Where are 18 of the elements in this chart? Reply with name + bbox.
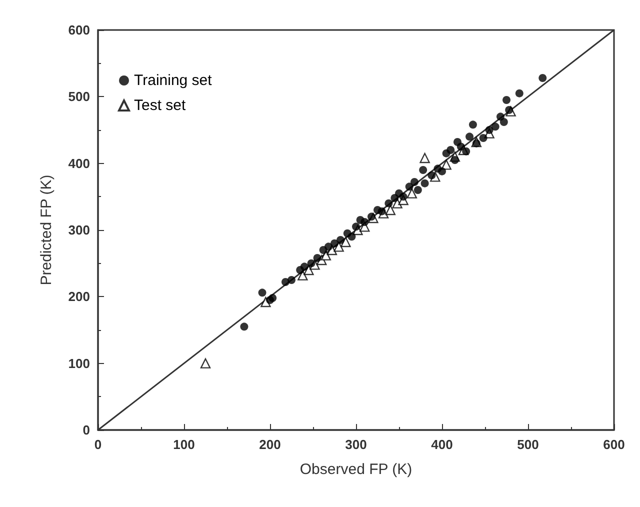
x-tick-label: 500	[517, 437, 539, 452]
y-tick-label: 600	[68, 22, 90, 38]
x-tick-label: 300	[345, 437, 367, 452]
x-tick-label: 200	[259, 437, 281, 452]
y-tick-label: 300	[68, 222, 90, 238]
legend-label: Training set	[134, 72, 213, 89]
y-tick-label: 100	[68, 356, 90, 371]
legend-label: Test set	[134, 97, 187, 114]
y-tick-label: 0	[82, 422, 90, 438]
y-tick-label: 200	[68, 289, 90, 304]
x-tick-label: 0	[94, 437, 102, 452]
y-tick-label: 400	[68, 156, 90, 171]
y-tick-label: 500	[68, 89, 90, 104]
y-axis-title: Predicted FP (K)	[38, 174, 55, 286]
x-axis-title: Observed FP (K)	[300, 461, 412, 478]
x-tick-label: 400	[431, 437, 453, 452]
x-tick-label: 100	[173, 437, 195, 452]
x-tick-label: 600	[603, 437, 625, 452]
